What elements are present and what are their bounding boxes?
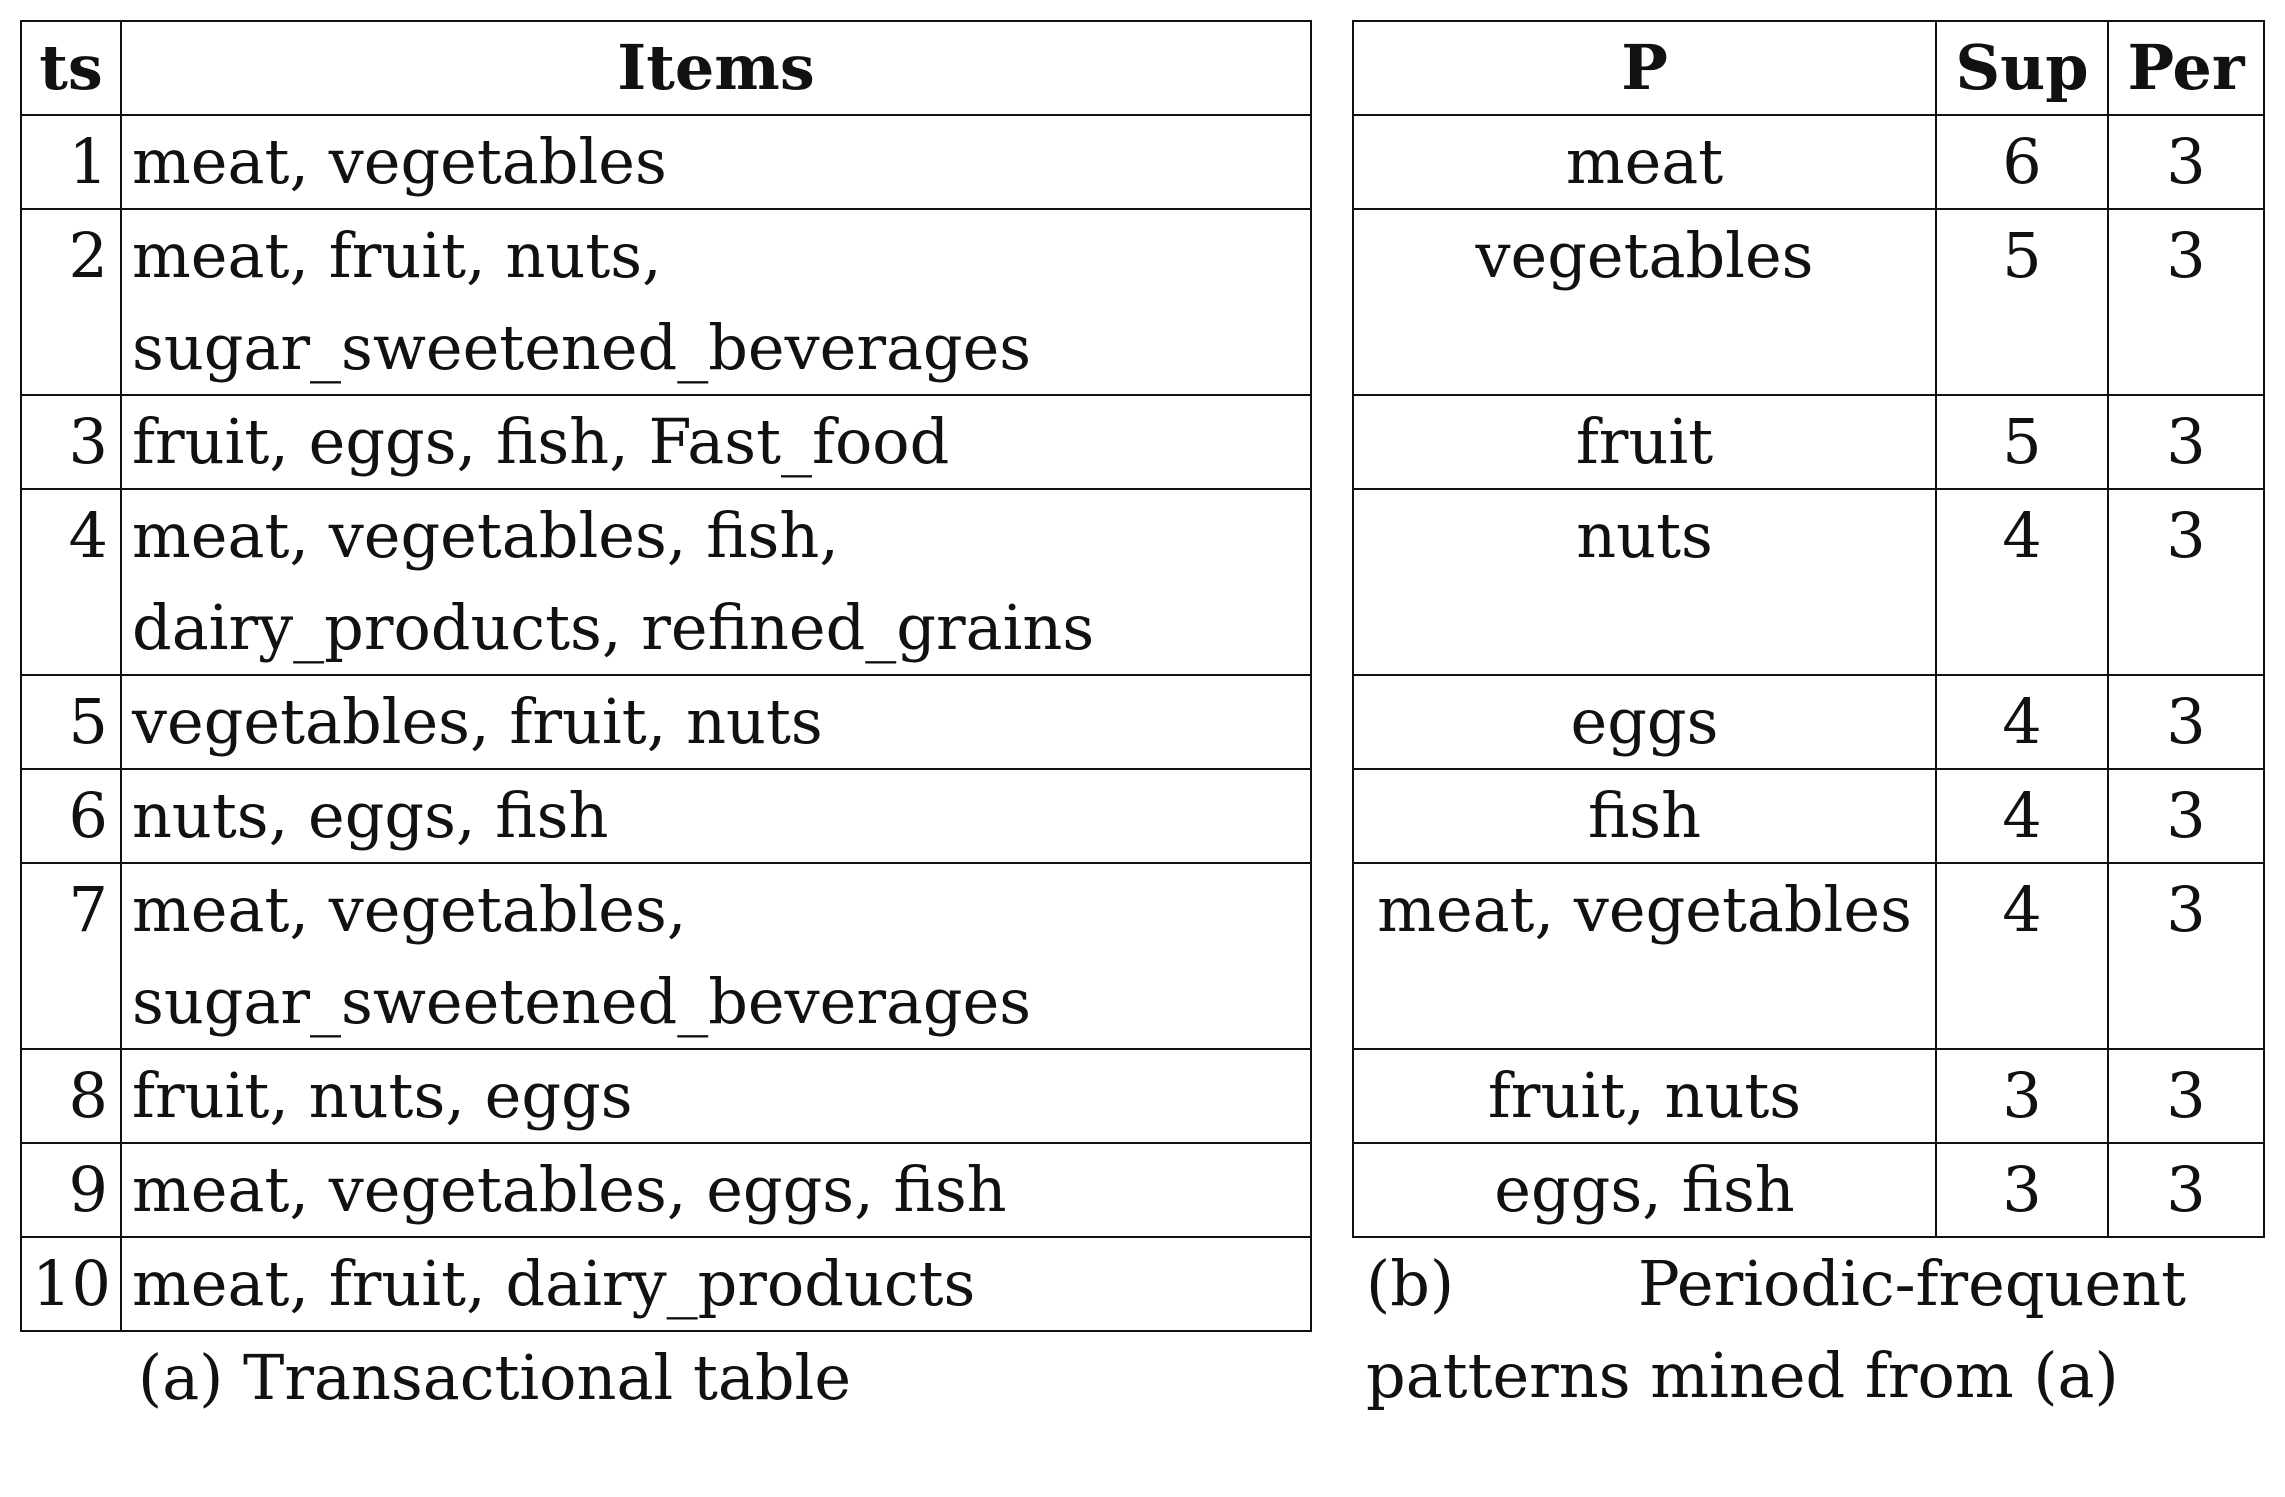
table-row: fruit, nuts 3 3	[1352, 1048, 2265, 1144]
items-cell: fruit, eggs, fish, Fast_food	[120, 394, 1312, 490]
pattern-cell: eggs, fish	[1352, 1142, 1937, 1238]
table-row: fish 4 3	[1352, 768, 2265, 864]
pattern-cell: fruit, nuts	[1352, 1048, 1937, 1144]
support-cell: 5	[1935, 208, 2109, 396]
periodicity-cell: 3	[2107, 674, 2265, 770]
periodicity-cell: 3	[2107, 488, 2265, 676]
periodicity-cell: 3	[2107, 768, 2265, 864]
items-cell: meat, fruit, nuts, sugar_sweetened_bever…	[120, 208, 1312, 396]
items-cell: fruit, nuts, eggs	[120, 1048, 1312, 1144]
pattern-cell: nuts	[1352, 488, 1937, 676]
support-cell: 6	[1935, 114, 2109, 210]
items-cell: nuts, eggs, fish	[120, 768, 1312, 864]
table-row: eggs 4 3	[1352, 674, 2265, 770]
items-cell: meat, vegetables	[120, 114, 1312, 210]
transactional-table: ts Items 1 meat, vegetables 2 meat, frui…	[20, 20, 1312, 1332]
items-cell: vegetables, fruit, nuts	[120, 674, 1312, 770]
table-row: 4 meat, vegetables, fish, dairy_products…	[20, 488, 1312, 676]
support-cell: 5	[1935, 394, 2109, 490]
ts-cell: 7	[20, 862, 122, 1050]
table-row: 10 meat, fruit, dairy_products	[20, 1236, 1312, 1332]
periodicity-cell: 3	[2107, 862, 2265, 1050]
pattern-cell: eggs	[1352, 674, 1937, 770]
table-row: eggs, fish 3 3	[1352, 1142, 2265, 1238]
caption-periodic-patterns: (b) Periodic-frequent patterns mined fro…	[1366, 1247, 2186, 1412]
support-cell: 4	[1935, 768, 2109, 864]
periodic-patterns-panel: P Sup Per meat 6 3 vegetables 5 3 fruit …	[1352, 20, 2265, 1422]
pattern-cell: fruit	[1352, 394, 1937, 490]
periodicity-cell: 3	[2107, 208, 2265, 396]
pattern-cell: vegetables	[1352, 208, 1937, 396]
support-cell: 3	[1935, 1142, 2109, 1238]
pattern-cell: meat	[1352, 114, 1937, 210]
items-cell: meat, fruit, dairy_products	[120, 1236, 1312, 1332]
header-sup: Sup	[1935, 20, 2109, 116]
periodicity-cell: 3	[2107, 1048, 2265, 1144]
table-row: vegetables 5 3	[1352, 208, 2265, 396]
pattern-cell: fish	[1352, 768, 1937, 864]
header-ts: ts	[20, 20, 122, 116]
ts-cell: 3	[20, 394, 122, 490]
table-row: 6 nuts, eggs, fish	[20, 768, 1312, 864]
header-items: Items	[120, 20, 1312, 116]
ts-cell: 8	[20, 1048, 122, 1144]
support-cell: 3	[1935, 1048, 2109, 1144]
table-row: 5 vegetables, fruit, nuts	[20, 674, 1312, 770]
table-row: 7 meat, vegetables, sugar_sweetened_beve…	[20, 862, 1312, 1050]
table-row: meat, vegetables 4 3	[1352, 862, 2265, 1050]
table-row: nuts 4 3	[1352, 488, 2265, 676]
support-cell: 4	[1935, 488, 2109, 676]
items-cell: meat, vegetables, eggs, fish	[120, 1142, 1312, 1238]
table-row: 1 meat, vegetables	[20, 114, 1312, 210]
header-per: Per	[2107, 20, 2265, 116]
items-cell: meat, vegetables, sugar_sweetened_bevera…	[120, 862, 1312, 1050]
table-row: 3 fruit, eggs, fish, Fast_food	[20, 394, 1312, 490]
table-row: 9 meat, vegetables, eggs, fish	[20, 1142, 1312, 1238]
ts-cell: 4	[20, 488, 122, 676]
pattern-cell: meat, vegetables	[1352, 862, 1937, 1050]
ts-cell: 9	[20, 1142, 122, 1238]
table-row: fruit 5 3	[1352, 394, 2265, 490]
support-cell: 4	[1935, 674, 2109, 770]
table-row: 8 fruit, nuts, eggs	[20, 1048, 1312, 1144]
periodic-frequent-patterns-table: P Sup Per meat 6 3 vegetables 5 3 fruit …	[1352, 20, 2265, 1238]
header-p: P	[1352, 20, 1937, 116]
ts-cell: 5	[20, 674, 122, 770]
transactional-table-panel: ts Items 1 meat, vegetables 2 meat, frui…	[20, 20, 1312, 1424]
table-row: 2 meat, fruit, nuts, sugar_sweetened_bev…	[20, 208, 1312, 396]
ts-cell: 1	[20, 114, 122, 210]
support-cell: 4	[1935, 862, 2109, 1050]
ts-cell: 6	[20, 768, 122, 864]
periodicity-cell: 3	[2107, 394, 2265, 490]
ts-cell: 10	[20, 1236, 122, 1332]
ts-cell: 2	[20, 208, 122, 396]
table-row: meat 6 3	[1352, 114, 2265, 210]
caption-transactional-table: (a) Transactional table	[138, 1341, 852, 1414]
periodicity-cell: 3	[2107, 1142, 2265, 1238]
items-cell: meat, vegetables, fish, dairy_products, …	[120, 488, 1312, 676]
periodicity-cell: 3	[2107, 114, 2265, 210]
